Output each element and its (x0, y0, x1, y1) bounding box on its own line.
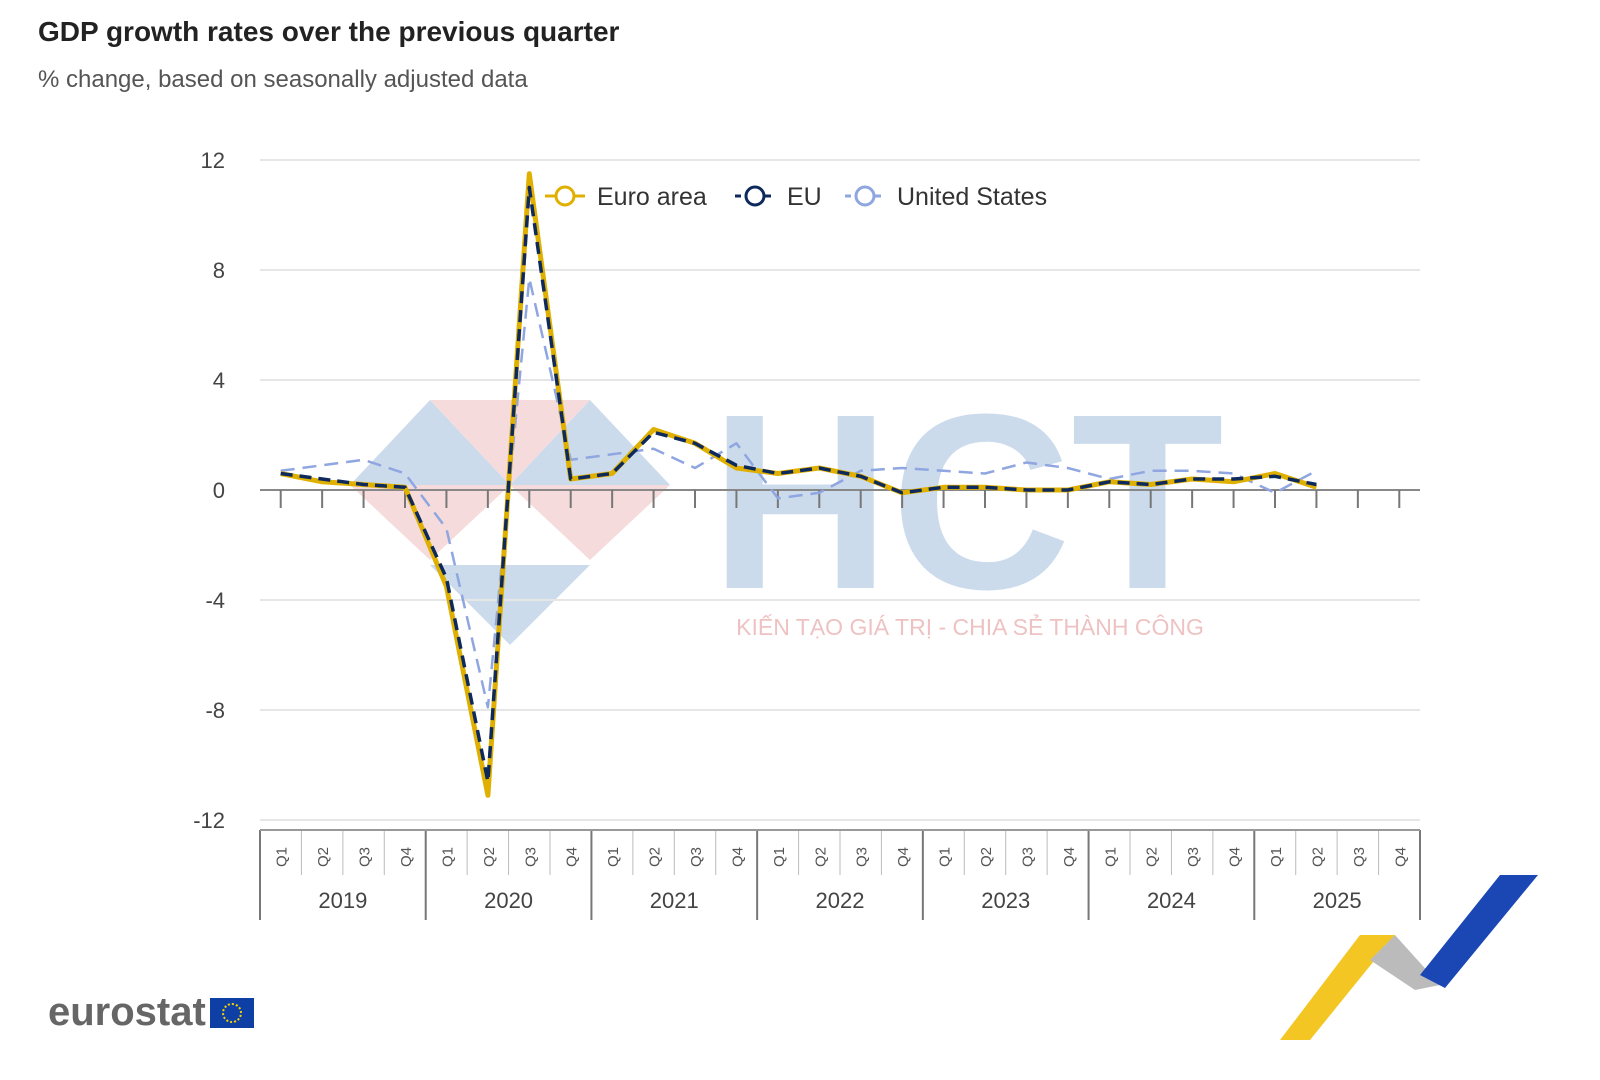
x-tick-label-quarter: Q1 (771, 847, 788, 867)
eurostat-logo: eurostat (48, 990, 254, 1035)
x-tick-label-quarter: Q2 (812, 847, 829, 867)
x-tick-label-quarter: Q3 (1019, 847, 1036, 867)
y-tick-label: 4 (213, 368, 225, 393)
y-tick-label: -4 (205, 588, 225, 613)
legend-marker-icon (854, 185, 876, 207)
x-tick-label-year: 2021 (650, 888, 699, 913)
series-line-united-states (280, 277, 1317, 709)
x-tick-label-quarter: Q4 (1227, 847, 1244, 867)
x-tick-label-quarter: Q2 (1144, 847, 1161, 867)
x-tick-label-year: 2023 (981, 888, 1030, 913)
x-tick-label-quarter: Q1 (1268, 847, 1285, 867)
series-line-eu (280, 185, 1317, 784)
eurostat-logo-text: eurostat (48, 990, 206, 1034)
legend-label: United States (897, 183, 1047, 211)
x-tick-label-quarter: Q4 (398, 847, 415, 867)
x-tick-label-quarter: Q1 (605, 847, 622, 867)
watermark-slogan: KIẾN TẠO GIÁ TRỊ - CHIA SẺ THÀNH CÔNG (736, 612, 1204, 640)
chart-subtitle: % change, based on seasonally adjusted d… (38, 66, 528, 93)
y-tick-label: 0 (213, 478, 225, 503)
legend-marker-icon (744, 185, 766, 207)
x-tick-label-quarter: Q4 (564, 847, 581, 867)
x-tick-label-quarter: Q1 (937, 847, 954, 867)
decorative-swoosh (1280, 875, 1538, 1040)
hct-watermark: HCT (350, 362, 1224, 645)
x-tick-label-quarter: Q2 (1309, 847, 1326, 867)
x-tick-label-year: 2022 (816, 888, 865, 913)
y-tick-label: 8 (213, 258, 225, 283)
x-tick-label-quarter: Q3 (357, 847, 374, 867)
legend-label: EU (787, 183, 822, 211)
x-tick-label-year: 2019 (318, 888, 367, 913)
x-tick-label-quarter: Q4 (1392, 847, 1409, 867)
x-tick-label-year: 2024 (1147, 888, 1196, 913)
chart-title: GDP growth rates over the previous quart… (38, 16, 620, 47)
x-tick-label-quarter: Q2 (481, 847, 498, 867)
legend-marker-icon (554, 185, 576, 207)
x-tick-label-year: 2020 (484, 888, 533, 913)
x-tick-label-quarter: Q3 (854, 847, 871, 867)
y-tick-label: -12 (193, 808, 225, 833)
x-tick-label-quarter: Q3 (1185, 847, 1202, 867)
x-tick-label-quarter: Q4 (895, 847, 912, 867)
y-tick-label: -8 (205, 698, 225, 723)
legend-label: Euro area (597, 183, 707, 211)
x-tick-label-quarter: Q3 (1351, 847, 1368, 867)
x-tick-label-quarter: Q4 (1061, 847, 1078, 867)
x-tick-label-quarter: Q2 (315, 847, 332, 867)
x-tick-label-quarter: Q3 (688, 847, 705, 867)
x-tick-label-quarter: Q3 (522, 847, 539, 867)
eu-flag-icon (209, 997, 254, 1028)
svg-text:HCT: HCT (710, 362, 1224, 641)
x-tick-label-quarter: Q4 (729, 847, 746, 867)
x-tick-label-quarter: Q2 (647, 847, 664, 867)
x-tick-label-quarter: Q1 (274, 847, 291, 867)
x-tick-label-quarter: Q1 (1102, 847, 1119, 867)
y-tick-label: 12 (201, 148, 225, 173)
x-tick-label-quarter: Q2 (978, 847, 995, 867)
x-tick-label-quarter: Q1 (439, 847, 456, 867)
x-tick-label-year: 2025 (1313, 888, 1362, 913)
